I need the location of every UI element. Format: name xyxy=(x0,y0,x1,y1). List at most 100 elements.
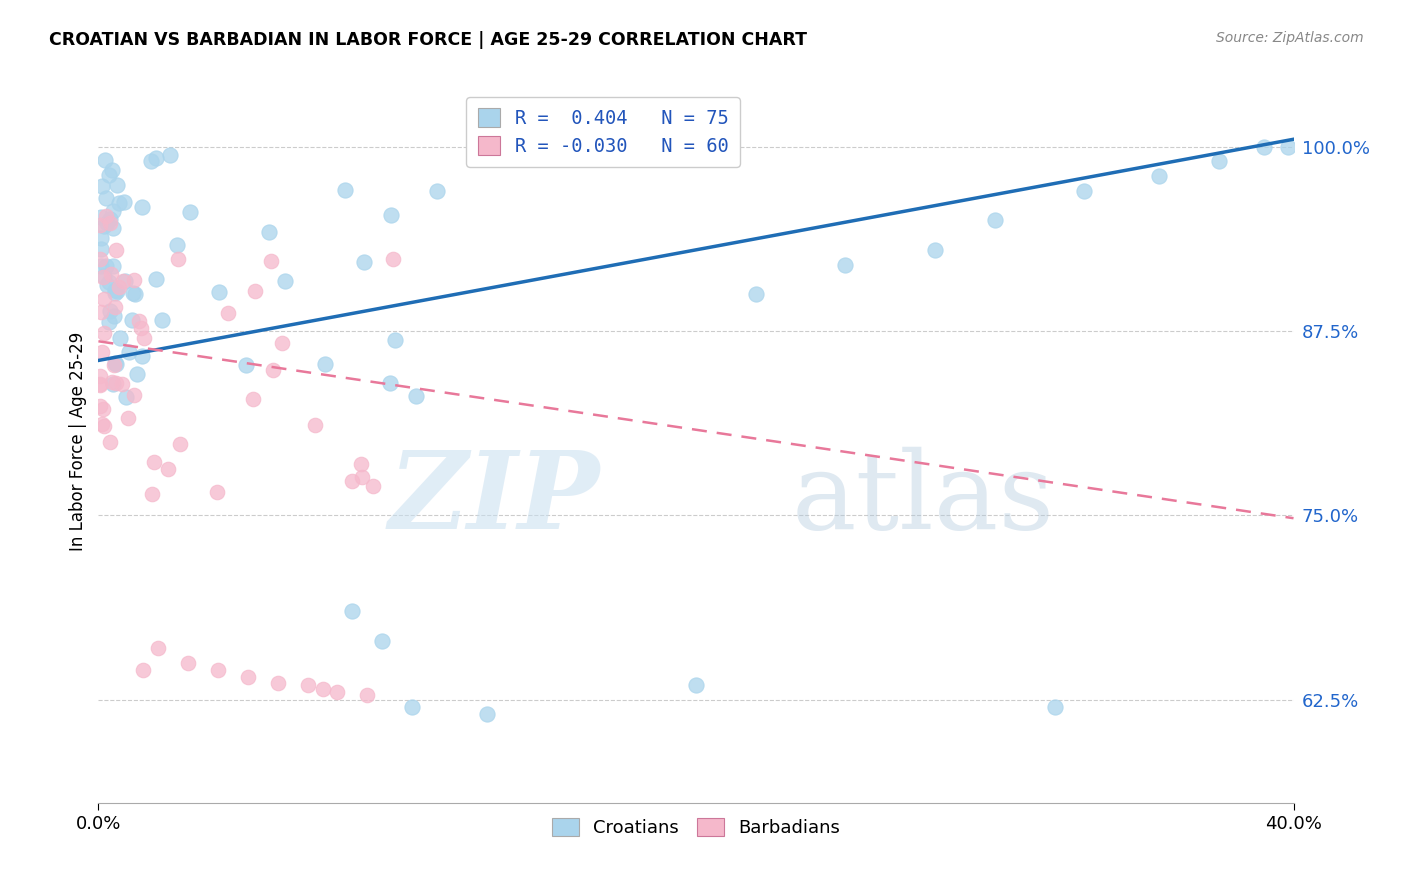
Point xyxy=(89,376,111,391)
Point xyxy=(108,279,131,293)
Point xyxy=(401,700,423,714)
Point xyxy=(380,208,402,222)
Point xyxy=(350,457,373,471)
Point xyxy=(104,286,127,301)
Point xyxy=(107,196,129,211)
Point xyxy=(128,314,150,328)
Point xyxy=(93,292,115,306)
Point xyxy=(304,417,326,432)
Point xyxy=(371,633,394,648)
Point xyxy=(141,486,163,500)
Point xyxy=(685,678,707,692)
Point xyxy=(353,254,375,268)
Point xyxy=(405,388,427,402)
Point xyxy=(984,213,1007,227)
Point xyxy=(112,195,135,210)
Point xyxy=(326,685,349,699)
Point xyxy=(89,252,111,267)
Text: CROATIAN VS BARBADIAN IN LABOR FORCE | AGE 25-29 CORRELATION CHART: CROATIAN VS BARBADIAN IN LABOR FORCE | A… xyxy=(49,31,807,49)
Point xyxy=(924,243,946,257)
Point xyxy=(475,707,498,722)
Point xyxy=(101,260,124,274)
Point xyxy=(91,402,114,417)
Point xyxy=(90,417,112,431)
Point xyxy=(91,270,114,285)
Point xyxy=(104,284,127,298)
Point xyxy=(121,313,143,327)
Point xyxy=(271,335,294,350)
Point xyxy=(93,326,115,341)
Point xyxy=(745,287,768,301)
Point xyxy=(98,315,121,329)
Point xyxy=(139,154,162,169)
Point xyxy=(342,604,364,618)
Point xyxy=(257,225,280,239)
Point xyxy=(1043,700,1066,714)
Legend: Croatians, Barbadians: Croatians, Barbadians xyxy=(544,811,848,845)
Point xyxy=(105,358,128,372)
Point xyxy=(118,345,141,359)
Point xyxy=(105,285,128,299)
Point xyxy=(311,682,333,697)
Point xyxy=(217,306,239,320)
Point xyxy=(152,313,174,327)
Point xyxy=(207,663,229,677)
Point xyxy=(361,479,384,493)
Point xyxy=(235,358,257,372)
Point xyxy=(96,277,118,292)
Point xyxy=(117,411,139,425)
Point xyxy=(127,367,149,381)
Point xyxy=(114,274,136,288)
Point xyxy=(98,212,121,227)
Point xyxy=(1277,139,1299,153)
Point xyxy=(166,252,188,266)
Point xyxy=(1253,139,1275,153)
Text: atlas: atlas xyxy=(792,447,1054,552)
Point xyxy=(89,369,111,384)
Point xyxy=(273,274,295,288)
Point xyxy=(1073,184,1095,198)
Point xyxy=(1208,154,1230,169)
Point xyxy=(103,309,125,323)
Point xyxy=(107,178,129,192)
Point xyxy=(208,285,231,299)
Point xyxy=(124,286,146,301)
Point xyxy=(93,153,115,168)
Point xyxy=(834,258,856,272)
Point xyxy=(131,349,153,363)
Point xyxy=(260,253,283,268)
Point xyxy=(297,678,319,692)
Point xyxy=(101,163,124,178)
Point xyxy=(103,358,125,372)
Point xyxy=(96,216,118,230)
Point xyxy=(426,185,449,199)
Point xyxy=(122,286,145,301)
Point xyxy=(90,259,112,273)
Point xyxy=(242,392,264,407)
Point xyxy=(89,378,111,392)
Point xyxy=(90,179,112,194)
Point xyxy=(179,204,201,219)
Point xyxy=(131,321,153,335)
Point xyxy=(89,218,111,232)
Point xyxy=(159,148,181,162)
Point xyxy=(114,390,136,404)
Point xyxy=(384,333,406,347)
Point xyxy=(94,191,117,205)
Point xyxy=(105,243,128,257)
Point xyxy=(177,656,200,670)
Point xyxy=(267,676,290,690)
Point xyxy=(112,274,135,288)
Point xyxy=(101,375,124,389)
Point xyxy=(340,474,363,488)
Point xyxy=(93,219,115,233)
Point xyxy=(89,399,111,413)
Point xyxy=(93,268,115,283)
Point xyxy=(205,484,228,499)
Point xyxy=(94,209,117,223)
Point xyxy=(90,231,112,245)
Point xyxy=(356,688,378,702)
Point xyxy=(381,252,404,266)
Point xyxy=(145,272,167,286)
Point xyxy=(90,210,112,224)
